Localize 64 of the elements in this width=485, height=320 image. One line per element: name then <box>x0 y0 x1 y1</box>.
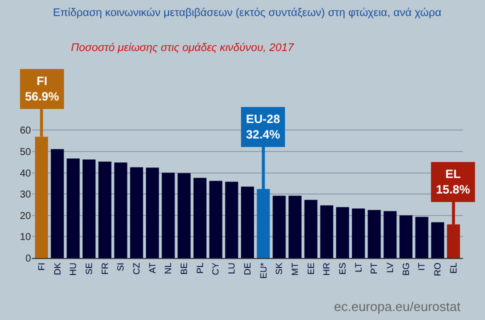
annotation: EU-28 32.4% <box>246 112 280 142</box>
y-tick-label: 50 <box>20 146 32 158</box>
bar <box>193 178 206 258</box>
x-tick-label: IT <box>416 262 427 271</box>
bar <box>82 160 96 258</box>
x-tick-label: PL <box>194 262 205 274</box>
bar <box>146 168 159 258</box>
bar <box>399 215 412 258</box>
x-tick-label: BG <box>400 262 411 276</box>
x-tick-label: CZ <box>132 262 142 275</box>
x-tick-label: NL <box>163 262 174 274</box>
y-tick-label: 60 <box>20 126 32 137</box>
bar <box>384 211 397 258</box>
x-tick-label: SE <box>84 262 94 275</box>
bar <box>241 186 254 258</box>
x-tick-label: EU* <box>258 262 268 279</box>
x-tick-label: CY <box>210 262 221 276</box>
x-tick-label: DE <box>242 262 252 276</box>
bar <box>50 149 64 258</box>
x-tick-label: LT <box>353 262 364 272</box>
x-tick-label: RO <box>432 262 443 276</box>
bar <box>98 162 112 258</box>
bar <box>272 196 286 258</box>
bar <box>225 182 238 258</box>
bar <box>162 172 175 258</box>
text: ec.europa.eu/eurostat <box>334 299 461 314</box>
chart-subtitle: Ποσοστό μείωσης στις ομάδες κινδύνου, 2017 <box>71 42 295 54</box>
x-tick-label: BE <box>179 262 190 275</box>
y-tick-label: 10 <box>20 232 32 244</box>
y-tick-label: 0 <box>25 254 32 264</box>
bar <box>320 205 334 258</box>
bar <box>368 210 381 258</box>
x-tick-label: EL <box>448 262 458 274</box>
bar <box>352 208 365 258</box>
bar <box>209 180 222 258</box>
chart-title: Επίδραση κοινωνικών μεταβιβάσεων (εκτός συντάξεων) στη φτώχεια, ανά χώρα <box>53 7 442 19</box>
annotation: EL 15.8% <box>436 167 470 197</box>
x-tick-label: HR <box>322 262 332 276</box>
bar <box>114 162 128 258</box>
bar <box>415 216 428 258</box>
x-tick-label: MT <box>290 262 300 276</box>
bar <box>178 173 191 258</box>
y-tick-label: 20 <box>20 210 32 222</box>
x-tick-label: EE <box>306 262 316 275</box>
bar <box>431 222 444 258</box>
x-tick-label: SI <box>116 262 126 272</box>
x-tick-label: PT <box>369 262 380 274</box>
x-tick-label: ES <box>337 262 348 275</box>
y-tick-label: 30 <box>20 190 32 201</box>
x-tick-label: LV <box>385 262 396 273</box>
x-tick-label: DK <box>52 262 62 276</box>
bar <box>66 158 80 258</box>
x-tick-label: LU <box>226 262 237 274</box>
x-tick-label: FI <box>36 262 46 271</box>
bar <box>288 196 302 258</box>
x-tick-label: FR <box>100 262 110 275</box>
x-tick-label: HU <box>68 262 78 276</box>
annotation: FI 56.9% <box>25 74 60 104</box>
bar <box>336 207 350 258</box>
y-tick-label: 40 <box>20 168 32 180</box>
x-tick-label: AT <box>147 262 158 274</box>
bar <box>130 167 144 258</box>
bar <box>304 200 318 258</box>
x-tick-label: SK <box>274 262 284 275</box>
